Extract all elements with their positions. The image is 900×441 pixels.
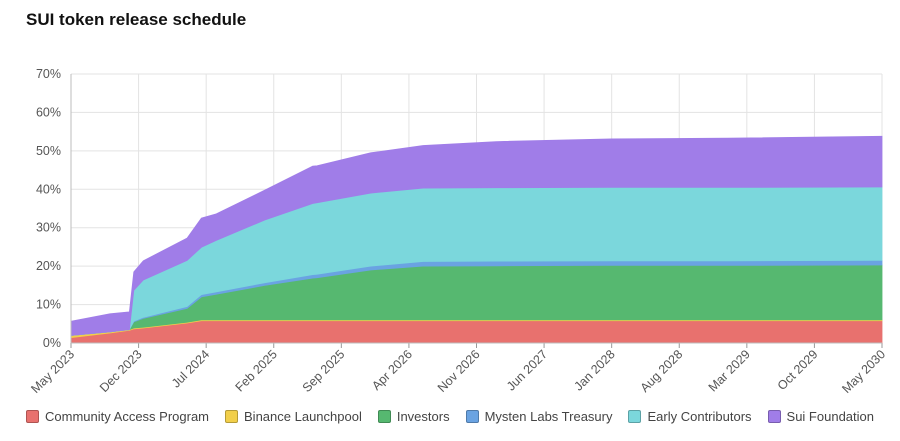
y-tick-label: 20% [36,259,61,273]
legend-label: Investors [396,409,450,424]
x-tick-label: May 2023 [28,347,77,396]
y-tick-label: 40% [36,182,61,196]
x-tick-label: Jul 2024 [169,347,212,390]
legend-label: Binance Launchpool [244,409,362,424]
legend-item-binance-launchpool[interactable]: Binance Launchpool [225,409,362,424]
legend-label: Mysten Labs Treasury [484,409,613,424]
y-tick-label: 50% [36,144,61,158]
legend-item-community-access-program[interactable]: Community Access Program [26,409,209,424]
x-tick-label: May 2030 [839,347,888,396]
x-tick-label: Jun 2027 [504,347,550,393]
legend-swatch [465,410,479,423]
x-tick-label: Aug 2028 [638,347,686,395]
y-tick-label: 10% [36,298,61,312]
y-tick-label: 60% [36,105,61,119]
chart-legend: Community Access Program Binance Launchpo… [0,409,900,424]
x-tick-labels: May 2023 Dec 2023 Jul 2024 Feb 2025 Sep 2025… [28,347,888,396]
legend-label: Early Contributors [647,409,752,424]
legend-label: Sui Foundation [786,409,874,424]
x-tick-label: Apr 2026 [369,347,415,393]
legend-swatch [767,410,781,423]
x-tick-label: Sep 2025 [300,347,348,395]
y-tick-label: 30% [36,221,61,235]
y-tick-labels: 0% 10% 20% 30% 40% 50% 60% 70% [36,67,61,350]
area-community-access-program [71,320,883,344]
x-tick-label: Oct 2029 [775,347,821,393]
legend-item-mysten-labs-treasury[interactable]: Mysten Labs Treasury [465,409,613,424]
x-tick-label: Jan 2028 [572,347,618,393]
y-tick-label: 70% [36,67,61,81]
axes [70,74,882,344]
area-sui-foundation [71,135,883,336]
legend-label: Community Access Program [45,409,210,424]
legend-swatch [628,410,642,423]
y-tick-label: 0% [43,336,61,350]
legend-swatch [377,410,391,423]
x-tick-label: Nov 2026 [435,347,483,395]
x-tick-label: Mar 2029 [706,347,753,394]
legend-item-early-contributors[interactable]: Early Contributors [628,409,752,424]
stacked-areas [71,135,883,344]
legend-swatch [225,410,239,423]
legend-item-investors[interactable]: Investors [377,409,450,424]
legend-swatch [26,410,40,423]
legend-item-sui-foundation[interactable]: Sui Foundation [767,409,874,424]
chart-title: SUI token release schedule [26,10,247,29]
x-tick-label: Dec 2023 [97,347,145,395]
x-tick-label: Feb 2025 [233,347,280,394]
